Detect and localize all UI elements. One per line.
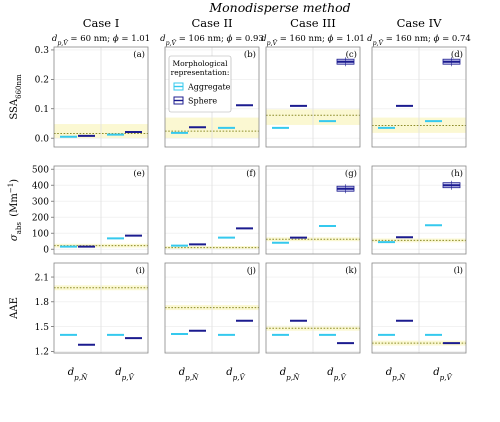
panel-border — [265, 46, 361, 148]
legend-box — [168, 55, 232, 113]
column-title: Case II — [191, 16, 232, 30]
panel-border — [53, 165, 149, 255]
panel: (e) — [53, 165, 149, 255]
legend-entry-label: Aggregate — [187, 83, 231, 92]
x-tick-label: dp,N̄ — [280, 367, 300, 382]
panel-border — [164, 262, 260, 354]
panel: (k) — [265, 262, 361, 354]
panel: (c) — [265, 46, 361, 148]
panel-label: (i) — [136, 265, 145, 276]
panel: (g) — [265, 165, 361, 255]
legend-title: Morphological — [172, 59, 228, 68]
panel: (j) — [164, 262, 260, 354]
column-subtitle: dp,V̄ = 60 nm; ϕ = 1.01 — [52, 34, 150, 47]
y-tick-label: 0.0 — [35, 134, 50, 144]
column-title: Case I — [83, 16, 120, 30]
x-tick-label: dp,V̄ — [226, 367, 245, 382]
panel: (b) — [164, 46, 260, 148]
y-tick-label: 100 — [32, 230, 49, 240]
y-tick-label: 0.3 — [35, 46, 50, 56]
panel: (i) — [53, 262, 149, 354]
panel-label: (k) — [345, 265, 357, 276]
column-title: Case III — [290, 16, 336, 30]
panel-border — [53, 262, 149, 354]
y-tick-label: 300 — [32, 198, 49, 208]
panel-label: (c) — [346, 49, 357, 60]
x-tick-label: dp,N̄ — [179, 367, 199, 382]
panel-label: (f) — [246, 168, 256, 179]
x-tick-label: dp,V̄ — [433, 367, 452, 382]
y-tick-label: 0.2 — [35, 76, 49, 86]
panel-label: (j) — [247, 265, 256, 276]
figure-title: Monodisperse method — [208, 0, 350, 15]
panel-border — [265, 165, 361, 255]
panel: (a) — [53, 46, 149, 148]
y-axis-label: AAE — [9, 297, 20, 320]
x-tick-label: dp,N̄ — [68, 367, 88, 382]
panel: (f) — [164, 165, 260, 255]
panel-border — [53, 46, 149, 148]
panel: (l) — [371, 262, 467, 354]
y-tick-label: 2.1 — [35, 273, 49, 283]
y-tick-label: 1.5 — [35, 323, 50, 333]
x-tick-label: dp,V̄ — [327, 367, 346, 382]
panel-label: (d) — [451, 49, 463, 60]
y-axis-label: SSA660nm — [9, 74, 23, 120]
x-tick-label: dp,V̄ — [115, 367, 134, 382]
panel-label: (a) — [133, 49, 145, 60]
plot-grid: Case I dp,V̄ = 60 nm; ϕ = 1.01 Case II dp,V… — [7, 16, 471, 382]
y-tick-label: 0.1 — [35, 105, 49, 115]
panel: (d) — [371, 46, 467, 148]
column-subtitle: dp,V̄ = 106 nm; ϕ = 0.93 — [160, 34, 264, 47]
y-tick-label: 500 — [32, 166, 49, 176]
y-tick-label: 200 — [32, 214, 49, 224]
column-subtitle: dp,V̄ = 160 nm; ϕ = 0.74 — [367, 34, 471, 47]
y-tick-label: 1.8 — [35, 298, 50, 308]
column-title: Case IV — [397, 16, 443, 30]
y-tick-label: 400 — [32, 182, 49, 192]
y-tick-label: 1.2 — [35, 348, 49, 358]
panel-label: (b) — [244, 49, 256, 60]
panel-border — [164, 165, 260, 255]
column-subtitle: dp,V̄ = 160 nm; ϕ = 1.01 — [261, 34, 365, 47]
y-tick-label: 0 — [43, 246, 49, 256]
legend-title: representation: — [171, 68, 230, 77]
panel-label: (h) — [451, 168, 463, 179]
legend-entry-label: Sphere — [188, 97, 217, 106]
panel: (h) — [371, 165, 467, 255]
panel-border — [371, 262, 467, 354]
y-axis-label: σabs (Mm−1) — [7, 179, 23, 241]
panel-border — [164, 46, 260, 148]
x-tick-label: dp,N̄ — [386, 367, 406, 382]
panel-label: (l) — [454, 265, 463, 276]
panel-border — [371, 165, 467, 255]
panel-label: (g) — [345, 168, 357, 179]
panel-label: (e) — [133, 168, 145, 179]
panel-border — [265, 262, 361, 354]
panel-border — [371, 46, 467, 148]
